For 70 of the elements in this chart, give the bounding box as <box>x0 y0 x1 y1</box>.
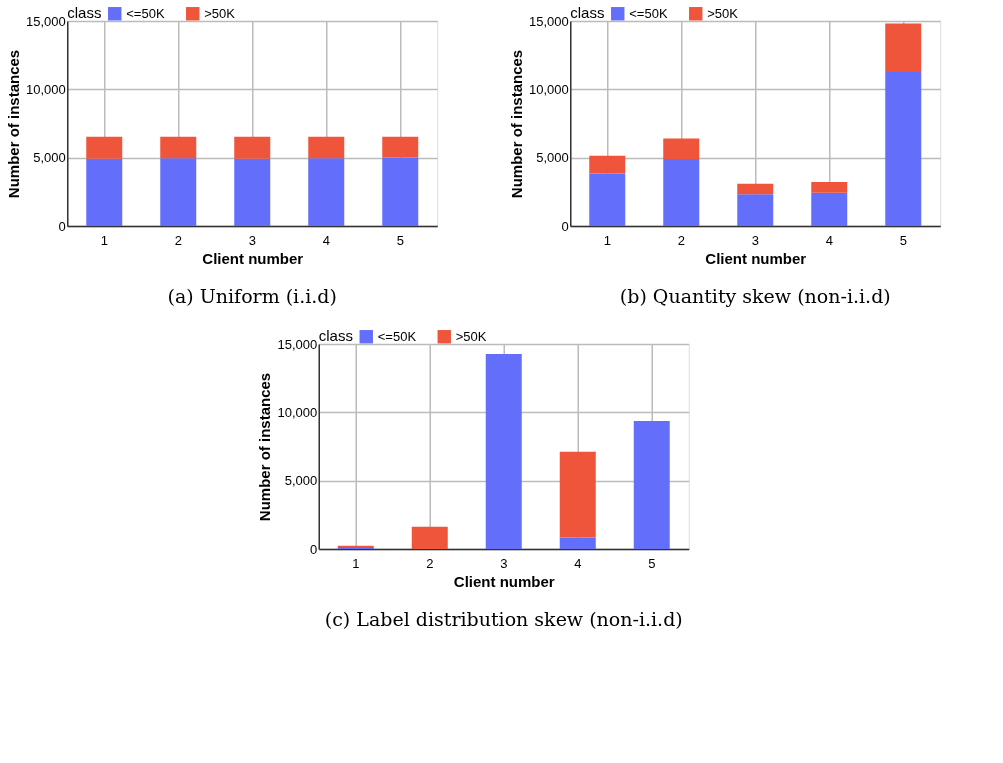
bar <box>589 173 626 226</box>
bar <box>234 136 271 159</box>
bar <box>885 23 922 73</box>
y-tick-label: 10,000 <box>25 81 66 97</box>
y-axis-title: Number of instances <box>507 49 525 199</box>
x-tick-label: 2 <box>426 555 434 571</box>
y-tick-label: 15,000 <box>277 336 318 352</box>
bar <box>633 420 670 549</box>
legend-title: class <box>67 4 102 21</box>
x-tick-label: 3 <box>248 232 256 248</box>
x-tick-label: 3 <box>751 232 759 248</box>
x-tick-label: 4 <box>574 555 582 571</box>
legend-label: >50K <box>455 328 487 344</box>
legend-title: class <box>570 4 605 21</box>
bar <box>559 451 596 538</box>
legend-label: <=50K <box>629 5 668 21</box>
bar <box>589 155 626 174</box>
bar <box>885 72 922 226</box>
legend-label: >50K <box>707 5 739 21</box>
bar <box>382 136 419 158</box>
y-tick-label: 0 <box>58 218 66 234</box>
bar <box>811 192 848 226</box>
x-axis-title: Client number <box>705 249 807 267</box>
legend-label: <=50K <box>126 5 165 21</box>
bar <box>559 537 596 549</box>
y-tick-label: 10,000 <box>277 404 318 420</box>
bar <box>308 158 345 226</box>
y-tick-label: 5,000 <box>33 150 66 166</box>
x-tick-label: 1 <box>100 232 108 248</box>
text: (a) Uniform (i.i.d) <box>167 285 337 307</box>
legend-title: class <box>318 327 353 344</box>
bar <box>308 136 345 159</box>
x-tick-label: 2 <box>174 232 182 248</box>
bar <box>86 136 123 159</box>
x-tick-label: 5 <box>648 555 656 571</box>
bar <box>411 526 448 549</box>
legend-label: >50K <box>204 5 236 21</box>
bar <box>160 158 197 226</box>
y-tick-label: 5,000 <box>536 150 569 166</box>
text: (b) Quantity skew (non-i.i.d) <box>619 285 891 307</box>
bar <box>811 181 848 193</box>
x-tick-label: 1 <box>352 555 360 571</box>
x-tick-label: 4 <box>825 232 833 248</box>
bar <box>86 158 123 226</box>
y-tick-label: 10,000 <box>528 81 569 97</box>
x-tick-label: 4 <box>322 232 330 248</box>
bar <box>160 136 197 159</box>
x-axis-title: Client number <box>453 572 555 590</box>
x-tick-label: 1 <box>603 232 611 248</box>
y-tick-label: 15,000 <box>528 13 569 29</box>
bar <box>485 353 522 549</box>
y-tick-label: 0 <box>310 541 318 557</box>
y-tick-label: 15,000 <box>25 13 66 29</box>
y-axis-title: Number of instances <box>4 49 22 199</box>
bar <box>234 158 271 226</box>
text: (c) Label distribution skew (non-i.i.d) <box>324 608 683 630</box>
x-tick-label: 3 <box>500 555 508 571</box>
x-tick-label: 5 <box>396 232 404 248</box>
y-axis-title: Number of instances <box>256 372 274 522</box>
x-tick-label: 2 <box>677 232 685 248</box>
bar <box>663 138 700 160</box>
bar <box>737 194 774 226</box>
bar <box>663 159 700 226</box>
bar <box>382 157 419 226</box>
y-tick-label: 0 <box>561 218 569 234</box>
x-axis-title: Client number <box>202 249 304 267</box>
legend-label: <=50K <box>377 328 417 344</box>
x-tick-label: 5 <box>899 232 907 248</box>
bar <box>737 183 774 195</box>
y-tick-label: 5,000 <box>284 473 318 489</box>
